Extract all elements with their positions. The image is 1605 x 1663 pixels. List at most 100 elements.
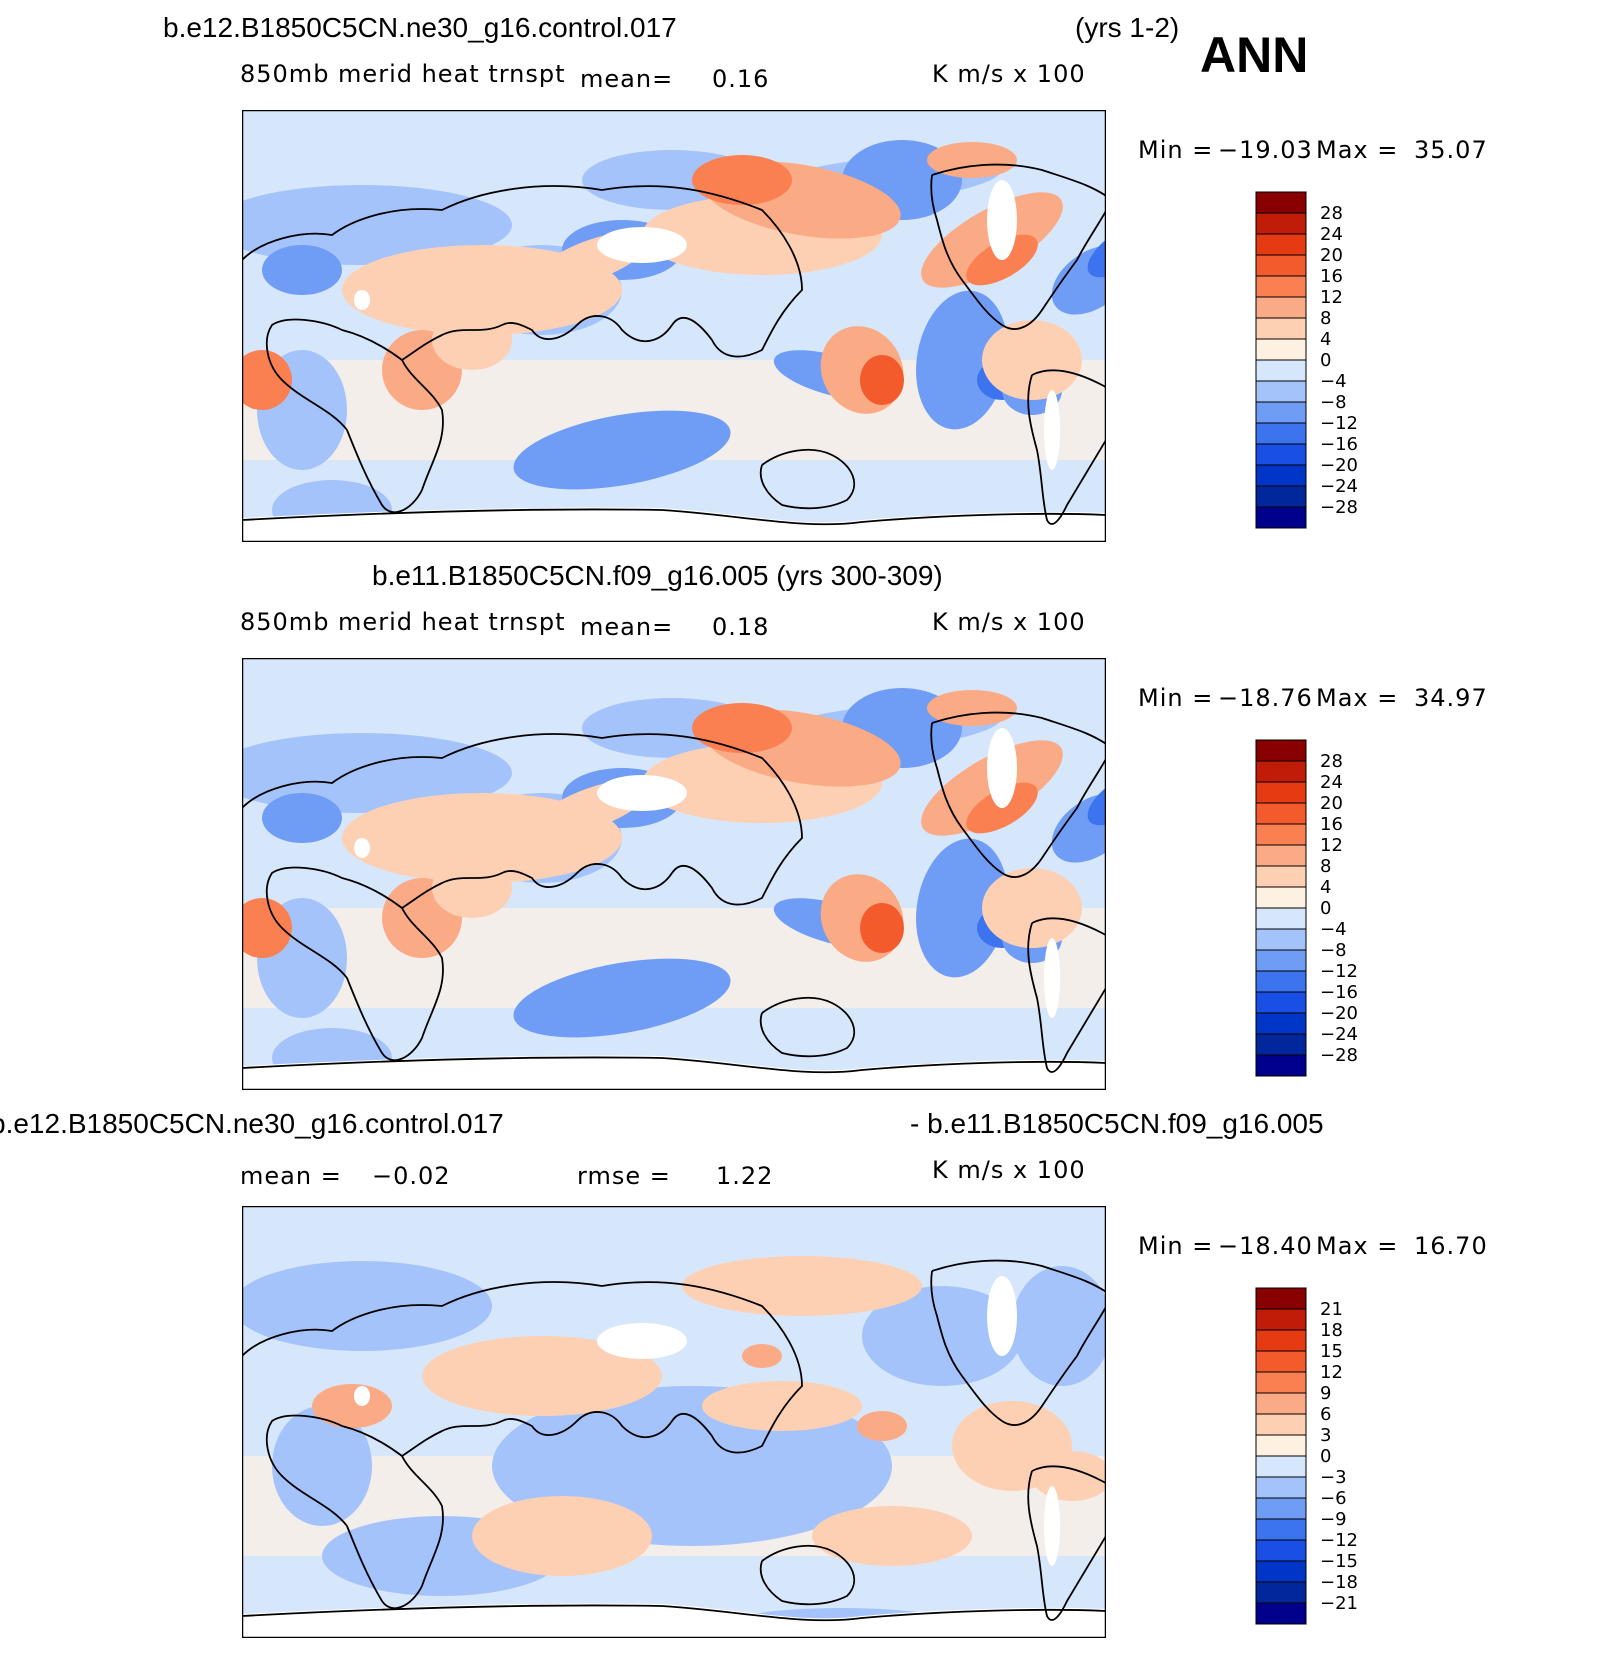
negative-anomaly-contour — [916, 290, 1008, 430]
colorbar-tick-label: 18 — [1320, 1320, 1343, 1341]
colorbar-box — [1255, 1581, 1307, 1604]
colorbar-box — [1255, 443, 1307, 466]
coastline — [242, 185, 803, 361]
panel3-max-label: Max = — [1316, 1232, 1399, 1260]
colorbar-box — [1255, 1012, 1307, 1035]
missing-data-mask — [354, 290, 370, 310]
positive-anomaly-contour — [692, 155, 792, 205]
colorbar-tick-label: −4 — [1320, 371, 1347, 392]
colorbar-tick-label: 8 — [1320, 308, 1331, 329]
colorbar-box — [1255, 1602, 1307, 1625]
panel2-case-title: b.e11.B1850C5CN.f09_g16.005 (yrs 300-309… — [372, 560, 943, 591]
positive-anomaly-contour — [812, 1506, 972, 1566]
negative-anomaly-contour — [242, 1261, 492, 1351]
negative-anomaly-contour — [242, 733, 512, 813]
panel3-mean-value: −0.02 — [372, 1162, 451, 1190]
negative-anomaly-contour — [262, 245, 342, 295]
panel3-rmse-label: rmse = — [577, 1162, 671, 1190]
colorbar-tick-label: −16 — [1320, 434, 1358, 455]
coastline — [265, 318, 444, 514]
colorbar-box — [1255, 1455, 1307, 1478]
missing-data-mask — [1044, 938, 1060, 1018]
colorbar-tick-label: 4 — [1320, 329, 1331, 350]
map-frame — [242, 658, 1106, 1090]
colorbar-box — [1255, 760, 1307, 783]
panel3-title-right: - b.e11.B1850C5CN.f09_g16.005 — [910, 1108, 1324, 1139]
missing-data-mask — [987, 180, 1017, 260]
positive-anomaly-contour — [432, 858, 512, 918]
positive-anomaly-contour — [927, 690, 1017, 726]
colorbar-box — [1255, 422, 1307, 445]
colorbar-tick-label: 24 — [1320, 224, 1343, 245]
positive-anomaly-contour — [857, 1411, 907, 1441]
colorbar-tick-label: 4 — [1320, 877, 1331, 898]
positive-anomaly-contour — [860, 903, 904, 953]
panel1-max-label: Max = — [1316, 136, 1399, 164]
panel3-max-value: 16.70 — [1414, 1232, 1488, 1260]
colorbar-box — [1255, 1434, 1307, 1457]
panel3-units: K m/s x 100 — [932, 1156, 1086, 1184]
panel2-mean-label: mean= — [580, 613, 674, 641]
colorbar-box — [1255, 928, 1307, 951]
colorbar-box — [1255, 907, 1307, 930]
colorbar-tick-label: −18 — [1320, 1572, 1358, 1593]
colorbar-box — [1255, 886, 1307, 909]
missing-data-mask — [987, 1276, 1017, 1356]
missing-data-mask — [597, 1323, 687, 1359]
colorbar-box — [1255, 317, 1307, 340]
colorbar-tick-label: −4 — [1320, 919, 1347, 940]
colorbar-tick-label: −12 — [1320, 413, 1358, 434]
colorbar-box — [1255, 802, 1307, 825]
colorbar-tick-label: 15 — [1320, 1341, 1343, 1362]
missing-data-mask — [1044, 390, 1060, 470]
positive-anomaly-contour — [982, 320, 1082, 400]
colorbar-box — [1255, 1033, 1307, 1056]
colorbar-tick-label: 3 — [1320, 1425, 1331, 1446]
positive-anomaly-contour — [927, 142, 1017, 178]
positive-anomaly-contour — [692, 703, 792, 753]
colorbar-tick-label: 28 — [1320, 203, 1343, 224]
coastline — [265, 866, 444, 1062]
colorbar-box — [1255, 380, 1307, 403]
negative-anomaly-contour — [272, 1406, 372, 1526]
map-frame — [242, 1206, 1106, 1638]
colorbar-box — [1255, 506, 1307, 529]
missing-data-mask — [354, 1386, 370, 1406]
colorbar-box — [1255, 191, 1307, 214]
positive-anomaly-contour — [860, 355, 904, 405]
panel2-map — [242, 658, 1106, 1090]
panel3-min-label: Min = — [1138, 1232, 1214, 1260]
colorbar-tick-label: 12 — [1320, 287, 1343, 308]
antarctica-mask — [242, 1055, 1106, 1090]
colorbar-tick-label: −9 — [1320, 1509, 1347, 1530]
panel2-var-label: 850mb merid heat trnspt — [240, 608, 566, 636]
colorbar-box — [1255, 1539, 1307, 1562]
coastline — [265, 1414, 444, 1610]
negative-anomaly-contour — [513, 958, 731, 1038]
positive-anomaly-contour — [422, 1336, 662, 1416]
panel1-years: (yrs 1-2) — [1075, 12, 1180, 43]
colorbar-tick-label: −6 — [1320, 1488, 1347, 1509]
missing-data-mask — [987, 728, 1017, 808]
colorbar-box — [1255, 233, 1307, 256]
colorbar-box — [1255, 1476, 1307, 1499]
colorbar-tick-label: −12 — [1320, 1530, 1358, 1551]
colorbar-tick-label: −28 — [1320, 1045, 1358, 1066]
positive-anomaly-contour — [982, 868, 1082, 948]
panel3-mean-label: mean = — [240, 1162, 342, 1190]
coastline — [759, 448, 856, 510]
positive-anomaly-contour — [242, 350, 292, 410]
positive-anomaly-contour — [242, 898, 292, 958]
colorbar-box — [1255, 1287, 1307, 1310]
colorbar-tick-label: 12 — [1320, 835, 1343, 856]
colorbar-tick-label: −28 — [1320, 497, 1358, 518]
colorbar-box — [1255, 1497, 1307, 1520]
colorbar-tick-label: 9 — [1320, 1383, 1331, 1404]
panel1-max-value: 35.07 — [1414, 136, 1488, 164]
colorbar-tick-label: −20 — [1320, 1003, 1358, 1024]
colorbar-tick-label: −8 — [1320, 392, 1347, 413]
negative-anomaly-contour — [242, 185, 512, 265]
colorbar-tick-label: 28 — [1320, 751, 1343, 772]
